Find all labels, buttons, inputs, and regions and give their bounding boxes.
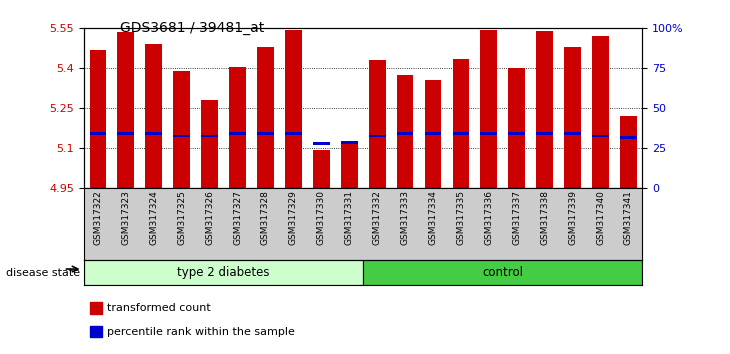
Text: GSM317328: GSM317328 <box>261 190 270 245</box>
Text: GSM317326: GSM317326 <box>205 190 214 245</box>
Bar <box>480 132 497 135</box>
Bar <box>364 260 642 285</box>
Bar <box>229 67 246 188</box>
Bar <box>90 132 107 135</box>
Bar <box>425 80 442 188</box>
Bar <box>396 132 413 135</box>
Bar <box>118 132 134 135</box>
Text: GSM317332: GSM317332 <box>372 190 382 245</box>
Bar <box>173 71 190 188</box>
Bar <box>313 142 330 145</box>
Bar <box>313 150 330 188</box>
Bar <box>341 144 358 188</box>
Text: GSM317324: GSM317324 <box>149 190 158 245</box>
Text: GSM317322: GSM317322 <box>93 190 102 245</box>
Text: GSM317340: GSM317340 <box>596 190 605 245</box>
Bar <box>229 132 246 135</box>
Bar <box>90 326 101 337</box>
Text: disease state: disease state <box>6 268 80 278</box>
Text: GSM317338: GSM317338 <box>540 190 549 245</box>
Bar <box>508 132 525 135</box>
Bar <box>369 135 385 137</box>
Bar <box>508 68 525 188</box>
Text: transformed count: transformed count <box>107 303 211 313</box>
Bar <box>201 100 218 188</box>
Text: GSM317336: GSM317336 <box>484 190 493 245</box>
Bar <box>396 75 413 188</box>
Bar <box>285 132 301 135</box>
Bar <box>453 59 469 188</box>
Bar <box>90 302 101 314</box>
Text: control: control <box>483 266 523 279</box>
Bar <box>173 135 190 137</box>
Text: percentile rank within the sample: percentile rank within the sample <box>107 326 295 337</box>
Text: GSM317334: GSM317334 <box>429 190 437 245</box>
Bar <box>592 36 609 188</box>
Bar <box>564 47 581 188</box>
Bar <box>257 47 274 188</box>
Bar <box>369 60 385 188</box>
Bar <box>620 116 637 188</box>
Bar <box>453 132 469 135</box>
Bar <box>592 135 609 137</box>
Text: GSM317333: GSM317333 <box>401 190 410 245</box>
Text: GSM317335: GSM317335 <box>456 190 466 245</box>
Bar <box>620 136 637 138</box>
Bar <box>537 132 553 135</box>
Bar <box>145 44 162 188</box>
Bar <box>480 30 497 188</box>
Bar <box>84 260 364 285</box>
Text: GSM317341: GSM317341 <box>624 190 633 245</box>
Text: GSM317339: GSM317339 <box>568 190 577 245</box>
Text: GDS3681 / 39481_at: GDS3681 / 39481_at <box>120 21 265 35</box>
Text: GSM317337: GSM317337 <box>512 190 521 245</box>
Bar <box>341 141 358 144</box>
Text: GSM317325: GSM317325 <box>177 190 186 245</box>
Text: GSM317331: GSM317331 <box>345 190 354 245</box>
Bar <box>201 135 218 137</box>
Text: type 2 diabetes: type 2 diabetes <box>177 266 270 279</box>
Bar <box>537 31 553 188</box>
Bar <box>118 32 134 188</box>
Bar <box>285 30 301 188</box>
Text: GSM317329: GSM317329 <box>289 190 298 245</box>
Bar <box>425 132 442 135</box>
Bar <box>564 132 581 135</box>
Text: GSM317330: GSM317330 <box>317 190 326 245</box>
Bar <box>145 132 162 135</box>
Text: GSM317327: GSM317327 <box>233 190 242 245</box>
Bar <box>257 132 274 135</box>
Text: GSM317323: GSM317323 <box>121 190 131 245</box>
Bar <box>90 50 107 188</box>
